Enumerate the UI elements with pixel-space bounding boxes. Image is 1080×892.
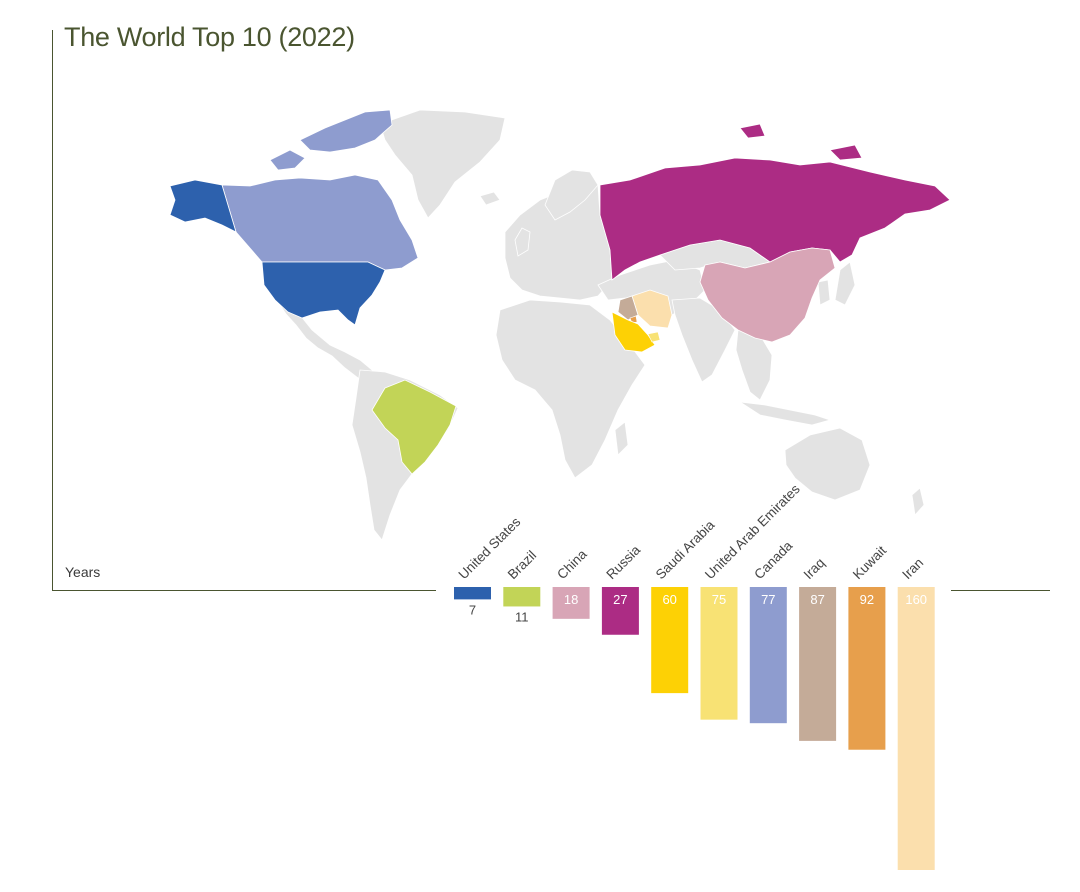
map-iran xyxy=(631,289,673,329)
data-label-iraq: 87 xyxy=(810,592,824,607)
world-map xyxy=(169,109,951,541)
map-united-arab-emirates xyxy=(647,331,661,343)
map-russia xyxy=(599,157,951,281)
category-label-canada: Canada xyxy=(751,538,795,582)
category-label-united-arab-emirates: United Arab Emirates xyxy=(702,481,803,582)
data-label-kuwait: 92 xyxy=(860,592,874,607)
category-label-iraq: Iraq xyxy=(801,555,828,582)
map-brazil xyxy=(371,379,457,475)
bar-iran xyxy=(897,587,935,870)
map-africa xyxy=(495,299,646,479)
data-label-brazil: 11 xyxy=(515,609,529,624)
map-iceland xyxy=(479,191,501,206)
map-korea xyxy=(817,279,831,306)
bar-united-arab-emirates xyxy=(700,587,738,720)
bar-iraq xyxy=(799,587,837,741)
data-label-united-arab-emirates: 75 xyxy=(712,592,726,607)
chart-frame-left-line xyxy=(52,30,53,590)
category-label-russia: Russia xyxy=(603,542,643,582)
map-russia-islands xyxy=(739,123,863,161)
map-scandinavia xyxy=(544,169,599,221)
bar-russia xyxy=(601,587,639,635)
map-australia xyxy=(784,427,871,501)
map-canada xyxy=(221,109,419,271)
map-new-zealand xyxy=(911,487,925,516)
bar-china xyxy=(552,587,590,619)
map-uk xyxy=(514,227,531,257)
map-saudi-arabia xyxy=(611,311,656,353)
map-madagascar xyxy=(614,421,629,456)
map-united-states xyxy=(169,179,386,326)
category-label-iran: Iran xyxy=(899,555,926,582)
category-label-china: China xyxy=(554,546,590,582)
bar-canada xyxy=(749,587,787,724)
category-label-kuwait: Kuwait xyxy=(850,543,889,582)
chart-baseline-right xyxy=(951,590,1050,591)
map-japan xyxy=(834,261,856,306)
bar-united-states xyxy=(454,587,491,600)
map-indonesia xyxy=(739,401,832,426)
data-label-united-states: 7 xyxy=(469,602,476,617)
data-label-china: 18 xyxy=(564,592,578,607)
data-label-iran: 160 xyxy=(905,592,927,607)
data-label-canada: 77 xyxy=(761,592,775,607)
map-southeast-asia xyxy=(735,329,773,401)
chart-baseline-left xyxy=(52,590,436,591)
bar-saudi-arabia xyxy=(651,587,689,694)
chart-title: The World Top 10 (2022) xyxy=(64,22,355,52)
data-label-saudi-arabia: 60 xyxy=(662,592,676,607)
value-axis-caption: Years xyxy=(65,564,101,580)
data-label-russia: 27 xyxy=(613,592,627,607)
map-greenland xyxy=(379,109,506,219)
category-label-brazil: Brazil xyxy=(505,548,539,582)
bar-kuwait xyxy=(848,587,886,750)
bar-brazil xyxy=(503,587,541,607)
map-china xyxy=(699,247,836,343)
